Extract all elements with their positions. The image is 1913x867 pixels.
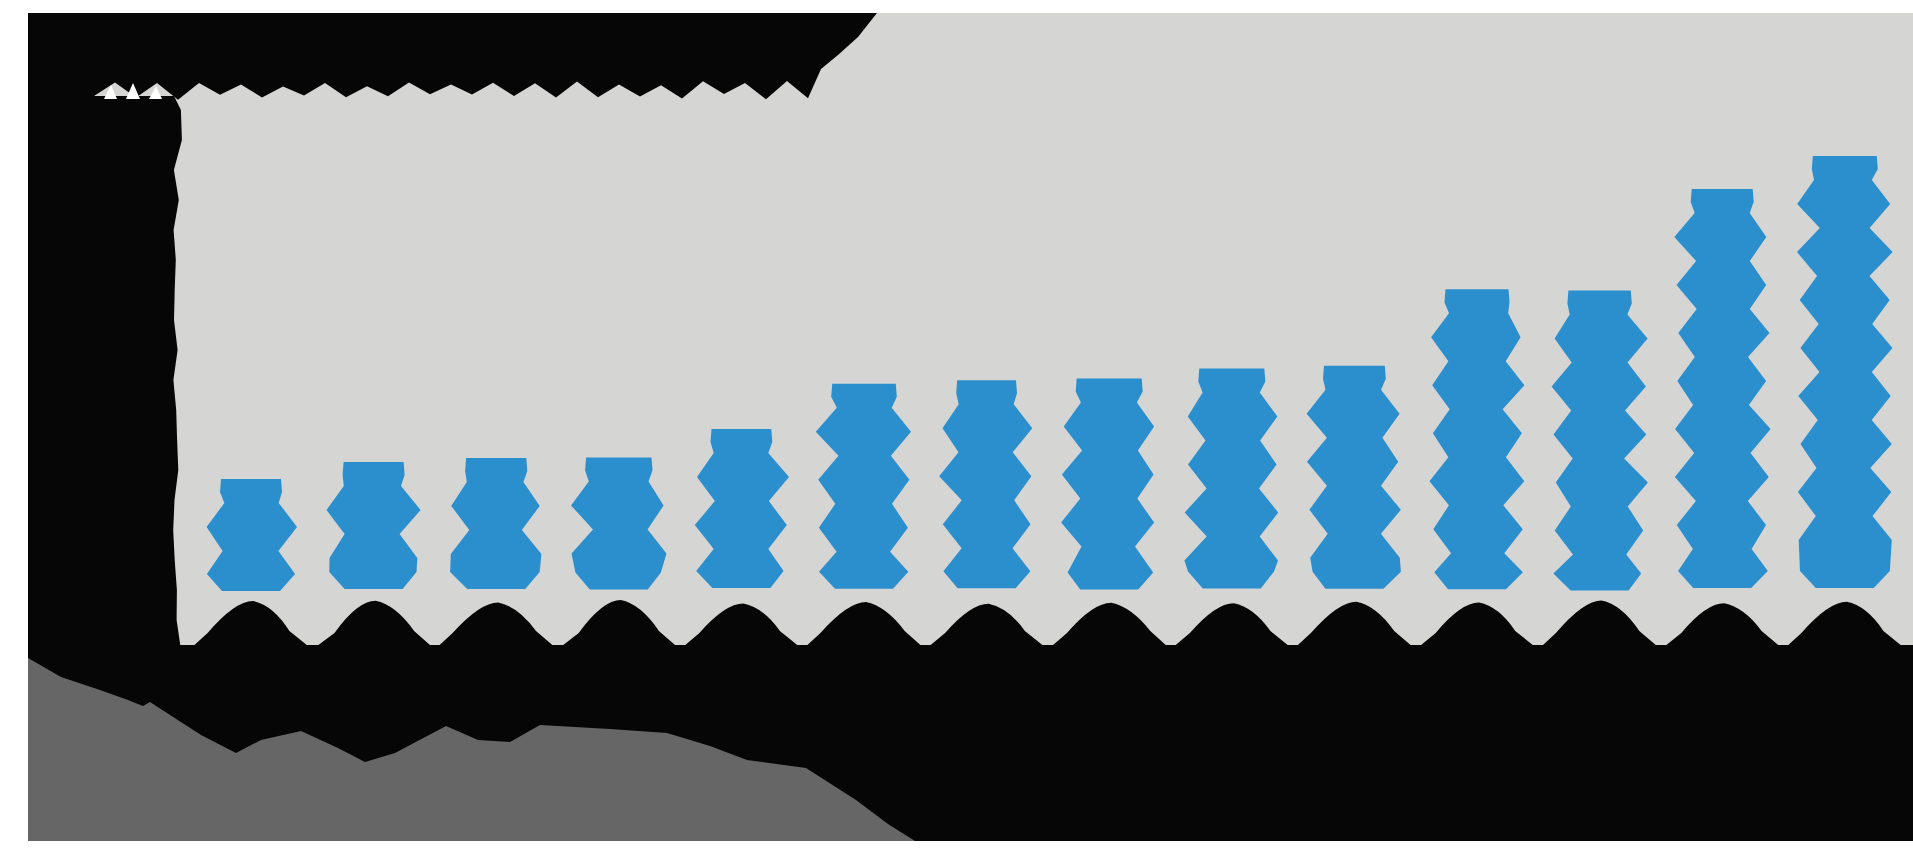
bar-chart-figure — [0, 0, 1913, 867]
chart-canvas — [0, 0, 1913, 867]
y-axis-labels-blob — [28, 96, 182, 660]
bar — [1674, 189, 1770, 588]
bar — [1307, 366, 1401, 589]
